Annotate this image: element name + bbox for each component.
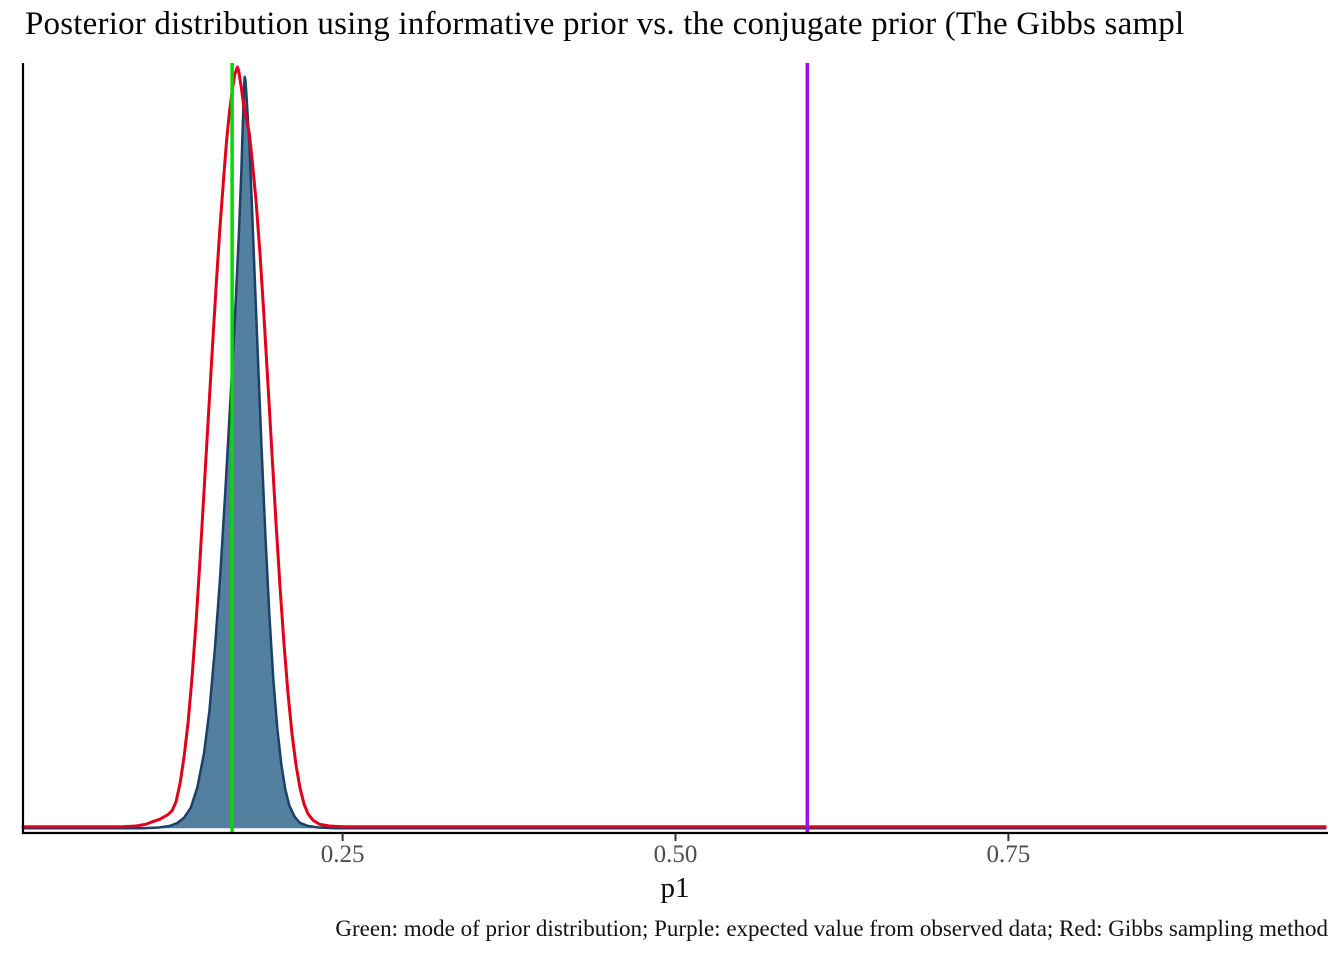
gibbs-sampling-density-curve bbox=[21, 65, 1327, 829]
x-tick-label-0: 0.25 bbox=[320, 841, 365, 868]
x-tick-label-2: 0.75 bbox=[986, 841, 1031, 868]
x-tick-label-1: 0.50 bbox=[653, 841, 698, 868]
x-axis-label: p1 bbox=[660, 872, 690, 904]
chart-caption: Green: mode of prior distribution; Purpl… bbox=[335, 916, 1328, 941]
posterior-informative-prior-curve bbox=[21, 75, 1327, 830]
chart-title: Posterior distribution using informative… bbox=[25, 6, 1185, 42]
posterior-informative-prior-area bbox=[23, 76, 1326, 829]
